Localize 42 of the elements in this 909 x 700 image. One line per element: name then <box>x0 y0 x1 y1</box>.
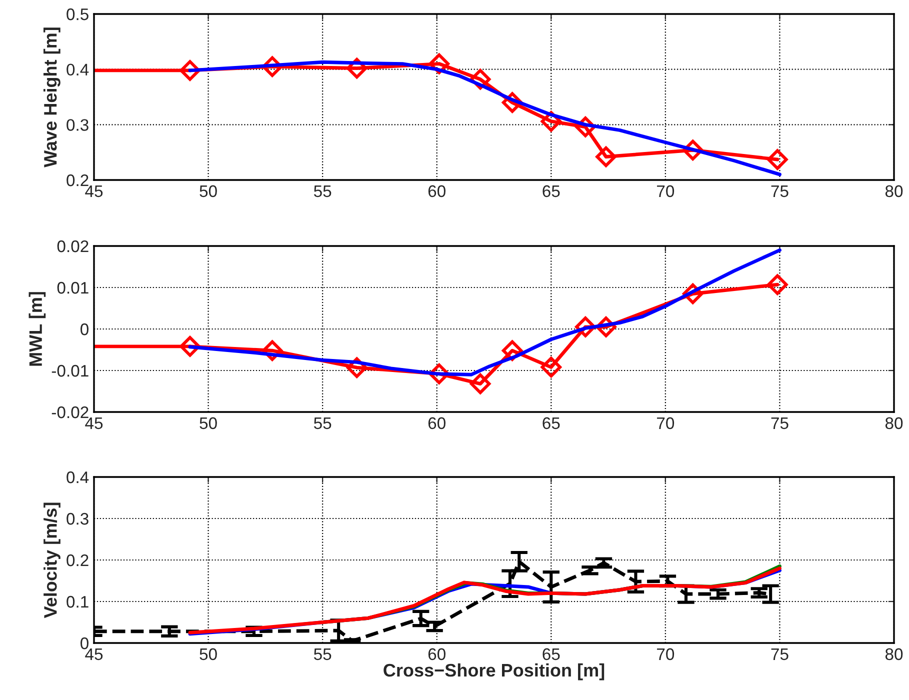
y-tick-label: 0.4 <box>66 471 89 484</box>
x-tick-label: 75 <box>771 648 788 660</box>
y-tick-label: 0.4 <box>66 64 89 76</box>
x-tick-label: 75 <box>771 417 788 430</box>
x-tick-label: 50 <box>200 185 217 198</box>
x-tick-label: 55 <box>314 417 332 430</box>
y-tick-label: 0 <box>80 323 88 336</box>
y-axis-title: MWL [m] <box>28 292 46 366</box>
y-tick-label: -0.02 <box>52 406 88 418</box>
y-tick-label: 0.02 <box>57 240 88 252</box>
x-tick-label: 55 <box>314 648 332 660</box>
x-tick-label: 60 <box>428 648 446 660</box>
x-tick-label: 50 <box>200 417 217 430</box>
x-tick-label: 70 <box>657 648 674 660</box>
x-tick-label: 45 <box>85 185 103 198</box>
y-tick-label: 0 <box>80 637 88 650</box>
x-tick-label: 60 <box>428 185 446 198</box>
x-tick-label: 45 <box>85 648 103 660</box>
y-tick-label: 0.3 <box>66 119 88 131</box>
y-tick-label: 0.2 <box>66 174 88 186</box>
x-tick-label: 50 <box>200 648 217 660</box>
y-tick-label: 0.01 <box>57 282 88 294</box>
y-tick-label: -0.01 <box>52 364 88 377</box>
y-tick-label: 0.3 <box>66 512 88 525</box>
x-tick-label: 70 <box>657 417 674 430</box>
x-tick-label: 65 <box>542 185 560 198</box>
x-axis-title: Cross−Shore Position [m] <box>384 663 604 680</box>
y-tick-label: 0.1 <box>66 596 88 608</box>
y-tick-label: 0.2 <box>66 554 88 566</box>
x-tick-label: 65 <box>542 648 560 660</box>
y-axis-title: Wave Height [m] <box>44 28 60 168</box>
x-tick-label: 70 <box>657 185 674 198</box>
x-tick-label: 75 <box>771 185 788 198</box>
x-tick-label: 80 <box>885 185 903 198</box>
x-tick-label: 55 <box>314 185 332 198</box>
x-tick-label: 80 <box>885 417 903 430</box>
y-tick-label: 0.5 <box>66 8 88 20</box>
y-axis-title: Velocity [m/s] <box>44 502 60 618</box>
x-tick-label: 45 <box>85 417 103 430</box>
x-tick-label: 65 <box>542 417 560 430</box>
x-tick-label: 80 <box>885 648 903 660</box>
x-tick-label: 60 <box>428 417 446 430</box>
